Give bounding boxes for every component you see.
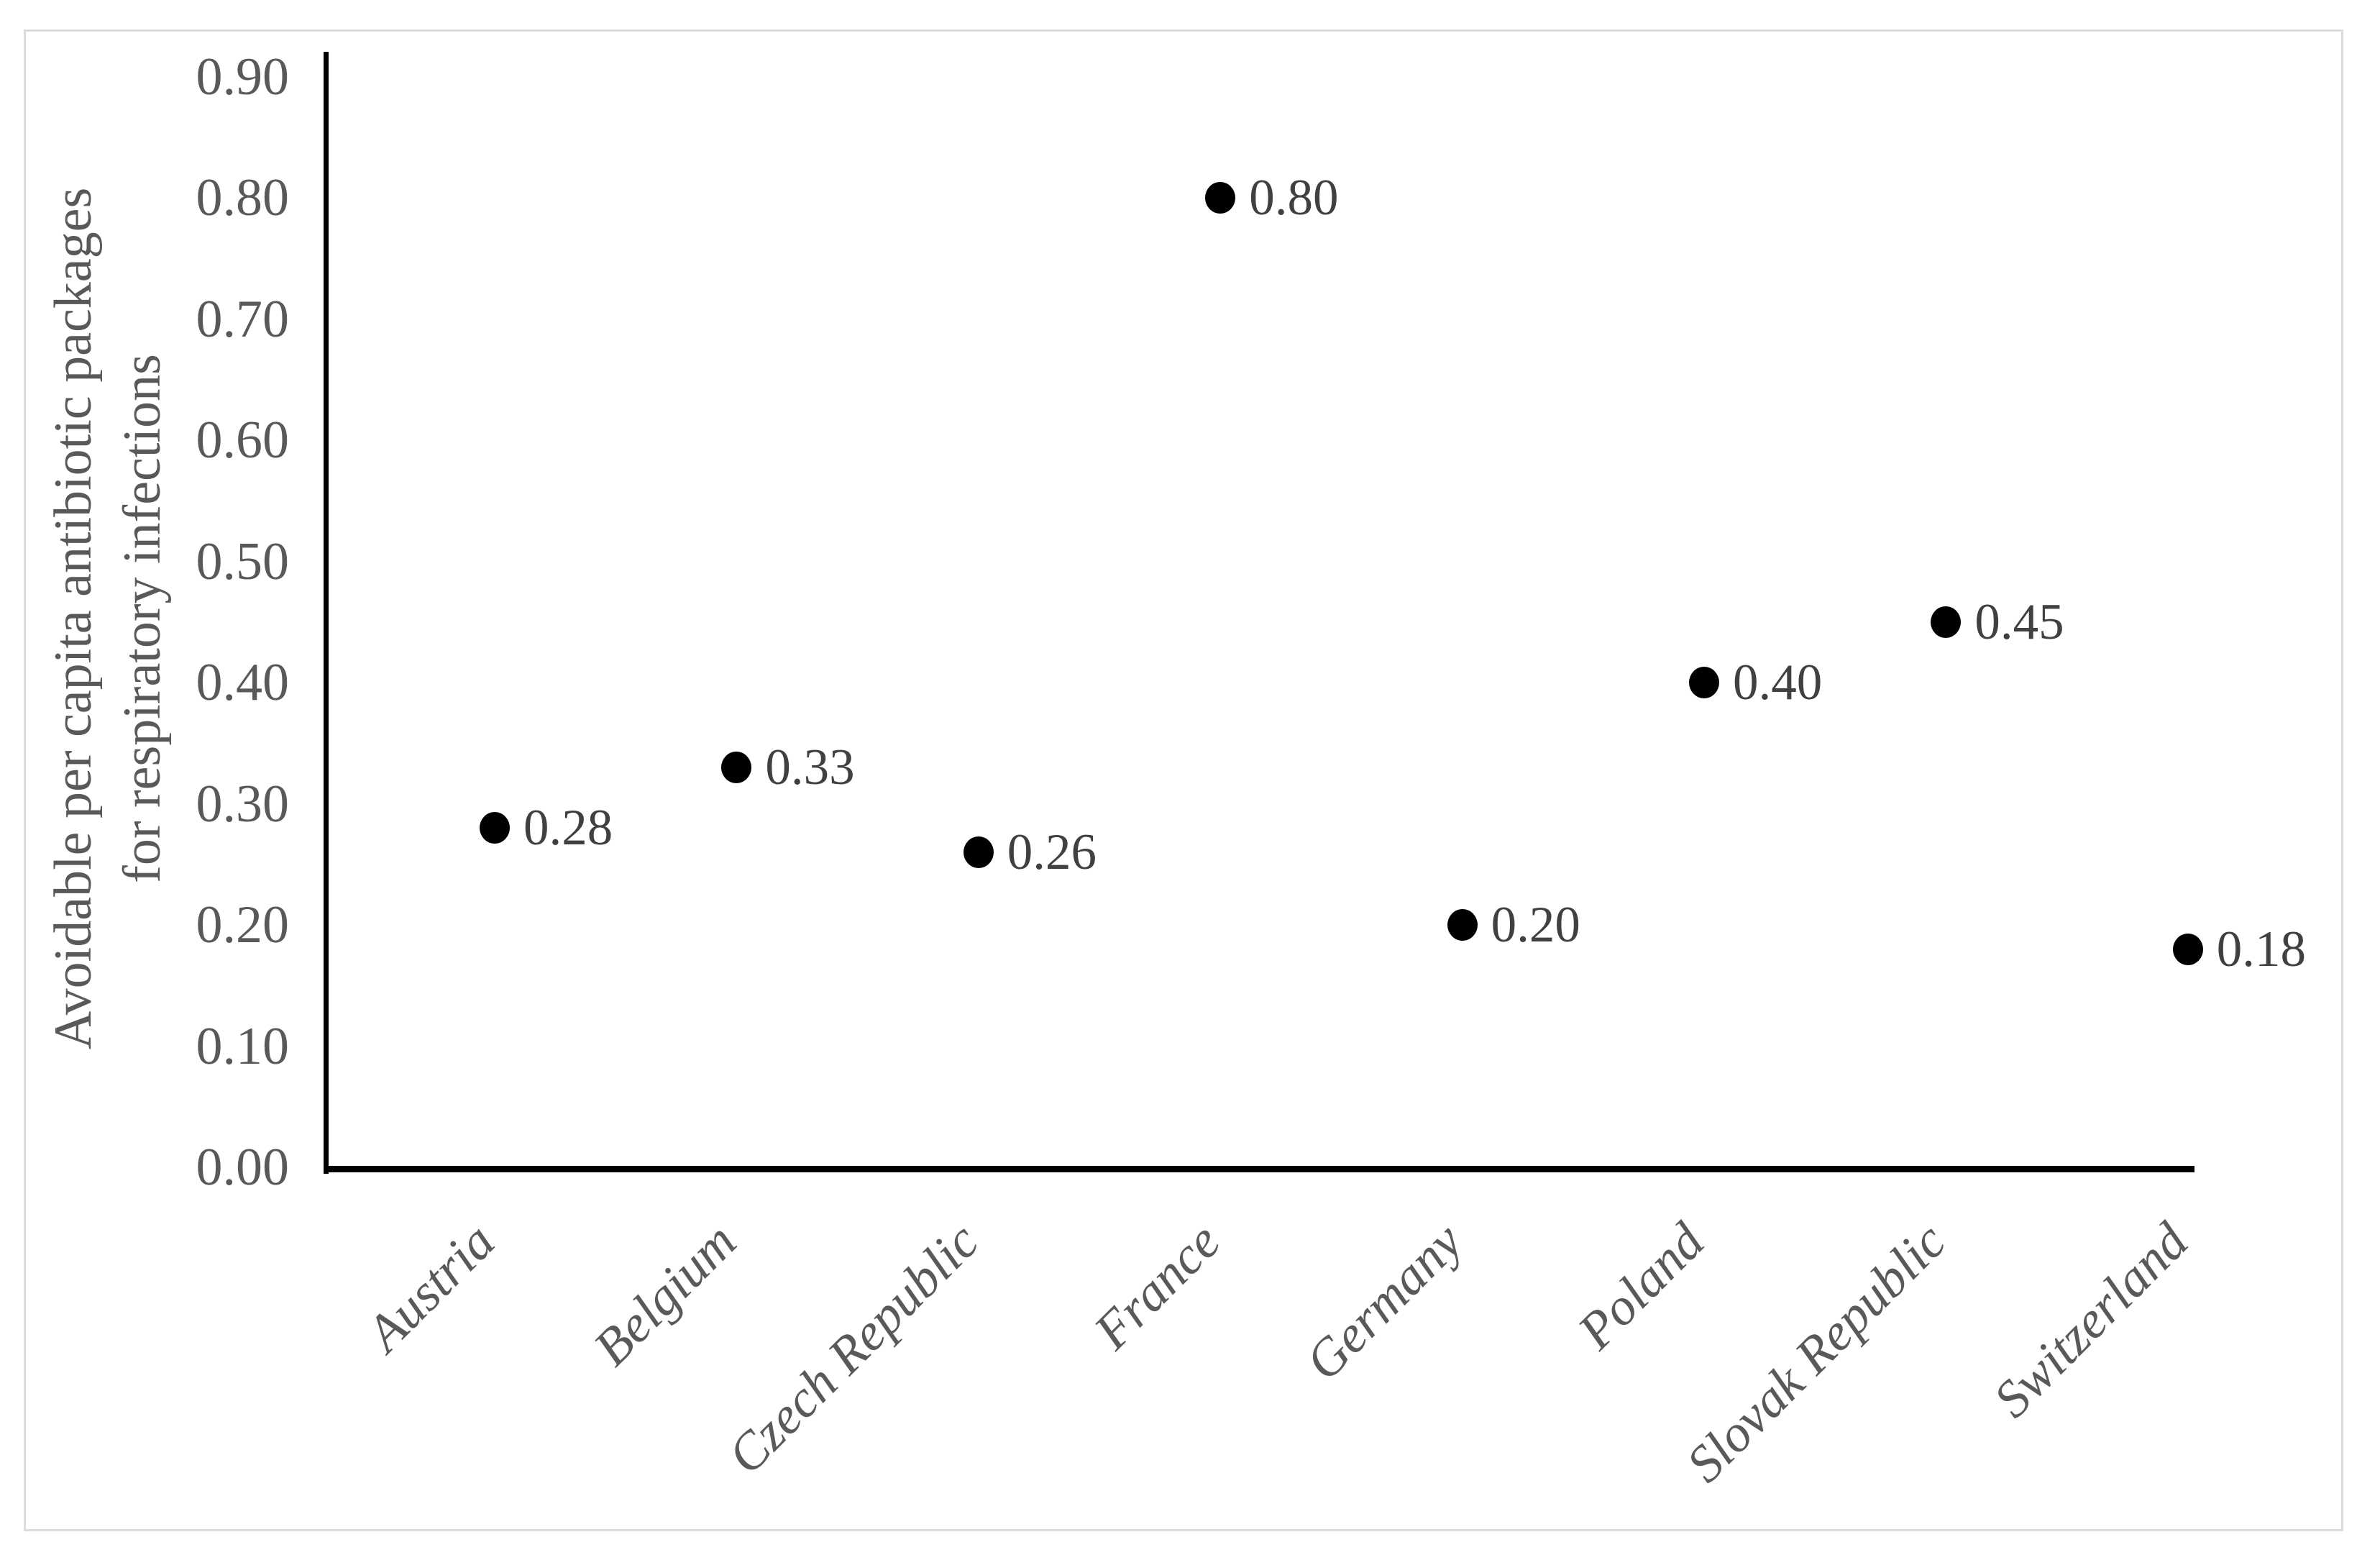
data-point-label: 0.26 (1007, 824, 1097, 880)
y-tick-label: 0.60 (196, 411, 290, 470)
data-point-label: 0.80 (1249, 170, 1339, 226)
data-point-marker (1689, 667, 1719, 698)
data-point-marker (1931, 606, 1962, 638)
y-tick-label: 0.00 (196, 1138, 290, 1197)
data-point-label: 0.20 (1491, 897, 1580, 953)
data-point-label: 0.33 (765, 739, 855, 795)
data-point-label: 0.18 (2216, 921, 2307, 977)
y-tick-label: 0.40 (196, 653, 290, 712)
y-tick-label: 0.70 (196, 289, 290, 349)
y-tick-label: 0.90 (196, 47, 290, 106)
data-point-marker (721, 751, 752, 783)
x-axis-line (324, 1166, 2194, 1172)
y-tick-label: 0.10 (196, 1016, 290, 1076)
y-tick-label: 0.30 (196, 774, 290, 834)
data-point-marker (480, 812, 510, 844)
y-tick-label: 0.20 (196, 895, 290, 954)
data-point-marker (1205, 182, 1236, 214)
y-axis-line (324, 52, 329, 1174)
data-point-marker (1447, 909, 1478, 941)
data-point-label: 0.45 (1974, 593, 2064, 650)
chart-frame (24, 29, 2343, 1531)
data-point-label: 0.28 (523, 800, 613, 857)
data-point-marker (963, 836, 994, 868)
y-tick-label: 0.80 (196, 168, 290, 227)
y-tick-label: 0.50 (196, 532, 290, 591)
data-point-label: 0.40 (1733, 654, 1823, 711)
data-point-marker (2172, 933, 2203, 965)
